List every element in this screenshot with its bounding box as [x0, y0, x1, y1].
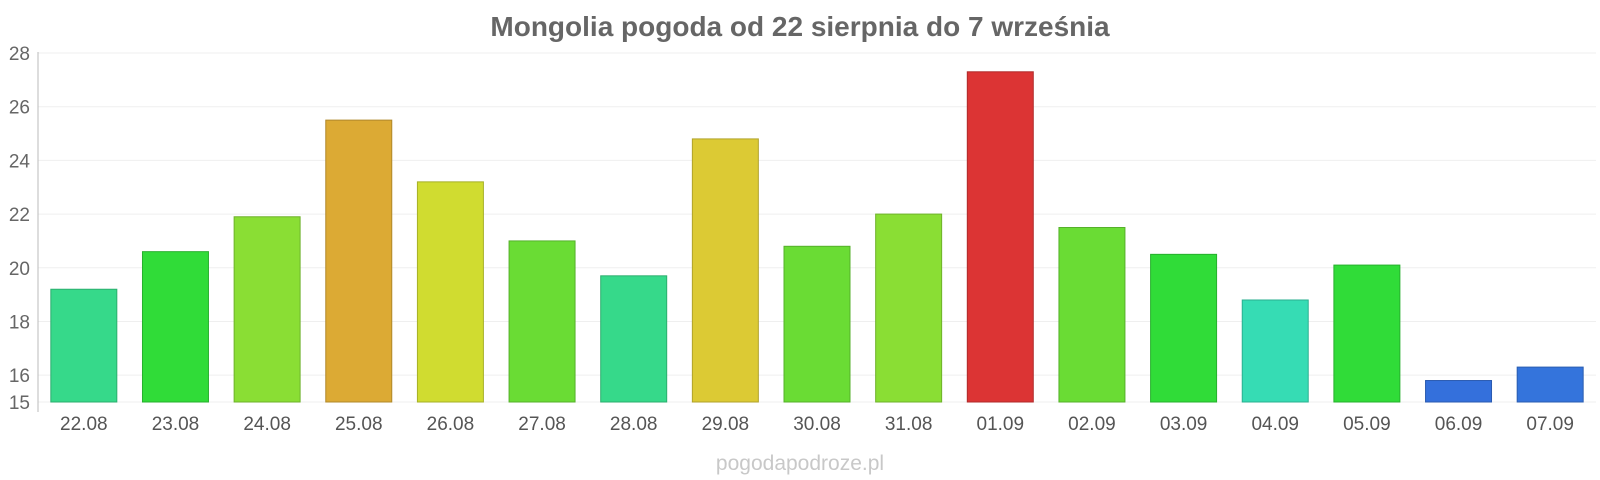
x-tick-label: 31.08 — [885, 414, 933, 435]
bar-01.09 — [966, 71, 1034, 403]
x-tick-label: 29.08 — [702, 414, 750, 435]
bar-04.09 — [1241, 299, 1309, 403]
bar-23.08 — [141, 251, 209, 403]
x-tick-label: 28.08 — [610, 414, 658, 435]
x-tick-label: 05.09 — [1343, 414, 1391, 435]
x-tick-label: 04.09 — [1251, 414, 1299, 435]
x-tick-label: 27.08 — [518, 414, 566, 435]
y-tick-label: 15 — [9, 393, 30, 414]
y-tick-label: 20 — [9, 259, 30, 280]
bar-26.08 — [416, 181, 484, 403]
bar-28.08 — [600, 275, 668, 403]
bars — [50, 71, 1584, 403]
y-tick-label: 18 — [9, 312, 30, 333]
x-tick-label: 22.08 — [60, 414, 108, 435]
x-tick-label: 03.09 — [1160, 414, 1208, 435]
x-tick-label: 01.09 — [977, 414, 1025, 435]
x-tick-label: 06.09 — [1435, 414, 1483, 435]
bar-25.08 — [325, 119, 393, 403]
bar-05.09 — [1333, 264, 1401, 403]
y-tick-label: 26 — [9, 98, 30, 119]
bar-22.08 — [50, 288, 118, 403]
x-tick-label: 02.09 — [1068, 414, 1116, 435]
watermark-text: pogodapodroze.pl — [716, 452, 884, 475]
bar-29.08 — [691, 138, 759, 403]
chart-title: Mongolia pogoda od 22 sierpnia do 7 wrze… — [490, 11, 1110, 42]
x-tick-label: 07.09 — [1526, 414, 1574, 435]
bar-06.09 — [1425, 380, 1493, 403]
y-tick-label: 28 — [9, 44, 30, 65]
x-tick-label: 24.08 — [243, 414, 291, 435]
y-tick-label: 16 — [9, 366, 30, 387]
y-tick-label: 22 — [9, 205, 30, 226]
bar-30.08 — [783, 245, 851, 403]
bar-03.09 — [1150, 253, 1218, 403]
y-tick-label: 24 — [9, 151, 31, 172]
x-tick-label: 30.08 — [793, 414, 841, 435]
x-tick-label: 26.08 — [427, 414, 475, 435]
bar-31.08 — [875, 213, 943, 403]
x-tick-label: 23.08 — [152, 414, 200, 435]
x-axis-ticks: 22.08 23.08 24.08 25.08 26.08 27.08 28.08 29.08… — [60, 414, 1574, 435]
bar-27.08 — [508, 240, 576, 403]
bar-02.09 — [1058, 227, 1126, 403]
y-axis-ticks: 15 16 18 20 22 24 26 28 — [9, 44, 31, 414]
bar-07.09 — [1516, 366, 1584, 403]
bar-24.08 — [233, 216, 301, 403]
x-tick-label: 25.08 — [335, 414, 383, 435]
